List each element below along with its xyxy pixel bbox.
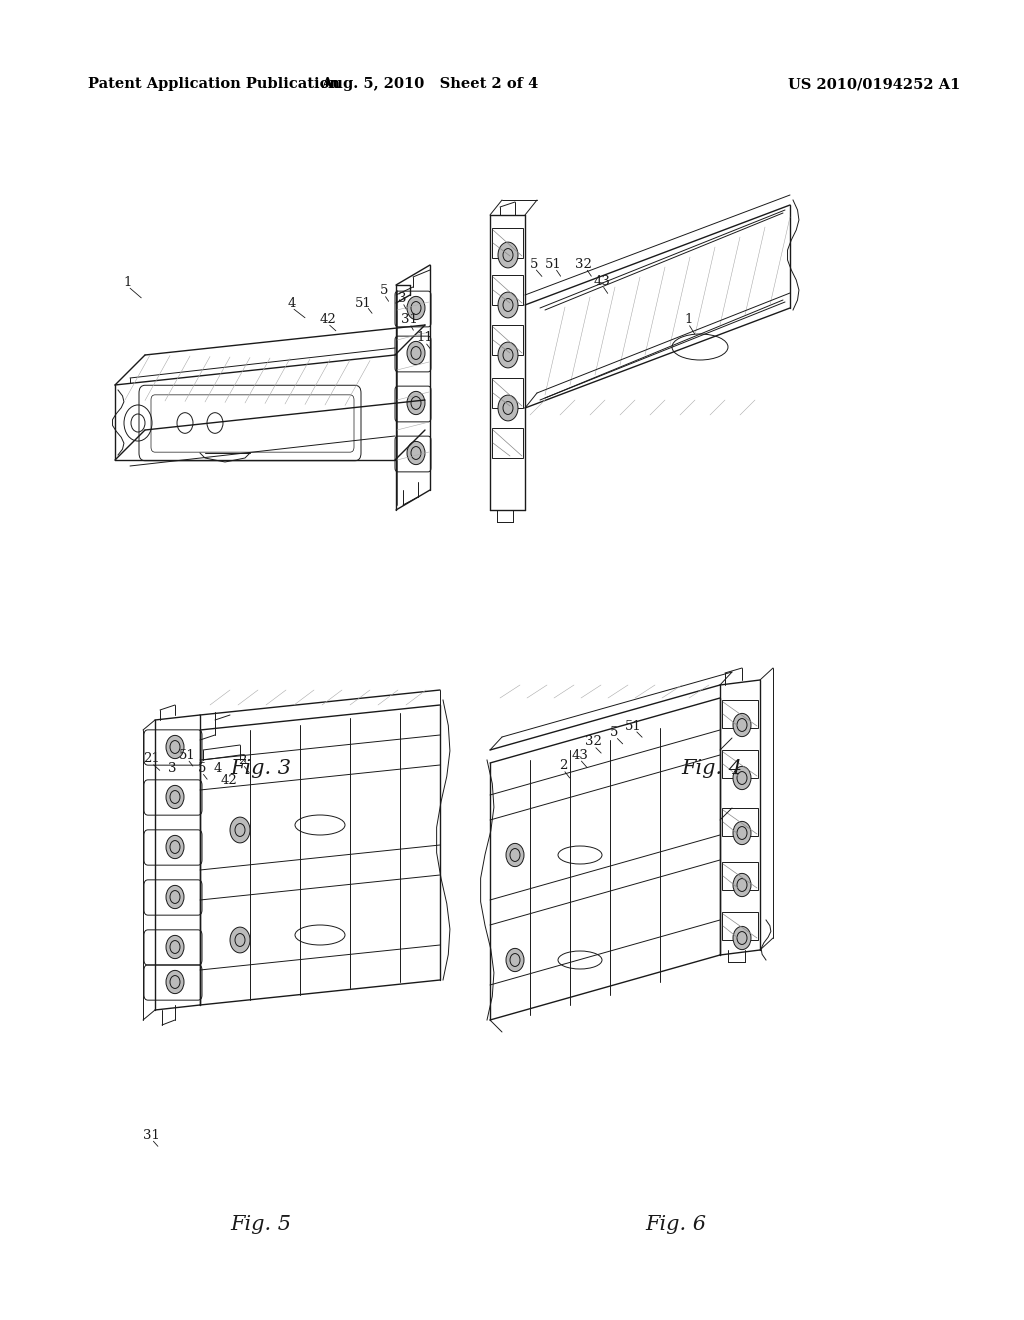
Circle shape <box>166 936 184 958</box>
Text: 42: 42 <box>221 774 238 787</box>
Circle shape <box>498 242 518 268</box>
Circle shape <box>166 735 184 759</box>
Bar <box>722 750 758 777</box>
Circle shape <box>166 785 184 809</box>
Circle shape <box>506 948 524 972</box>
Circle shape <box>407 441 425 465</box>
Circle shape <box>733 767 751 789</box>
Text: 3: 3 <box>398 292 407 305</box>
Text: Fig. 4: Fig. 4 <box>681 759 742 777</box>
Bar <box>492 325 523 355</box>
Circle shape <box>506 843 524 867</box>
Text: 51: 51 <box>355 297 372 310</box>
Text: 21: 21 <box>143 752 160 766</box>
Text: 32: 32 <box>575 257 592 271</box>
Text: 5: 5 <box>198 762 206 775</box>
Circle shape <box>407 297 425 319</box>
Bar <box>492 275 523 305</box>
Bar <box>722 912 758 940</box>
Circle shape <box>166 836 184 858</box>
Text: 2: 2 <box>559 759 567 772</box>
Circle shape <box>166 886 184 908</box>
Bar <box>722 808 758 836</box>
Text: 2: 2 <box>239 754 247 767</box>
Bar <box>722 700 758 729</box>
Circle shape <box>498 292 518 318</box>
Text: 3: 3 <box>168 762 176 775</box>
Text: Fig. 5: Fig. 5 <box>230 1216 292 1234</box>
Text: 31: 31 <box>143 1129 160 1142</box>
Bar <box>492 378 523 408</box>
Text: 11: 11 <box>417 331 433 345</box>
Text: 43: 43 <box>571 748 588 762</box>
Text: 31: 31 <box>401 313 418 326</box>
Bar <box>492 428 523 458</box>
Text: 51: 51 <box>179 748 196 762</box>
Circle shape <box>733 927 751 949</box>
Bar <box>722 862 758 890</box>
Text: Patent Application Publication: Patent Application Publication <box>88 78 340 91</box>
Text: 51: 51 <box>625 719 641 733</box>
Text: Fig. 6: Fig. 6 <box>645 1216 707 1234</box>
Text: 42: 42 <box>319 313 336 326</box>
Text: 5: 5 <box>610 726 618 739</box>
Circle shape <box>407 392 425 414</box>
Text: 32: 32 <box>586 735 602 748</box>
Text: 5: 5 <box>380 284 388 297</box>
Circle shape <box>498 395 518 421</box>
Circle shape <box>407 342 425 364</box>
Text: 1: 1 <box>684 313 692 326</box>
Text: US 2010/0194252 A1: US 2010/0194252 A1 <box>787 78 961 91</box>
Bar <box>492 228 523 257</box>
Text: Fig. 3: Fig. 3 <box>230 759 292 777</box>
Text: 5: 5 <box>530 257 539 271</box>
Text: 51: 51 <box>545 257 561 271</box>
Circle shape <box>166 970 184 994</box>
Text: 43: 43 <box>594 275 610 288</box>
Text: 1: 1 <box>124 276 132 289</box>
Circle shape <box>230 927 250 953</box>
Text: 4: 4 <box>214 762 222 775</box>
Text: 4: 4 <box>288 297 296 310</box>
Circle shape <box>230 817 250 843</box>
Circle shape <box>733 874 751 896</box>
Circle shape <box>498 342 518 368</box>
Circle shape <box>733 713 751 737</box>
Text: Aug. 5, 2010   Sheet 2 of 4: Aug. 5, 2010 Sheet 2 of 4 <box>322 78 539 91</box>
Circle shape <box>733 821 751 845</box>
